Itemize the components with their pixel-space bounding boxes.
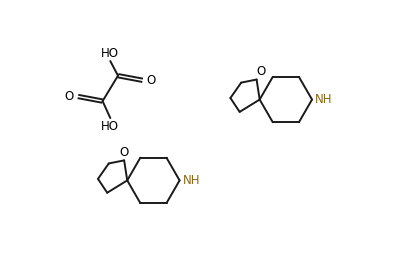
Text: O: O: [65, 90, 74, 103]
Text: NH: NH: [183, 174, 200, 187]
Text: NH: NH: [315, 93, 333, 106]
Text: O: O: [119, 146, 129, 159]
Text: O: O: [147, 74, 156, 87]
Text: HO: HO: [101, 47, 119, 60]
Text: O: O: [256, 65, 266, 78]
Text: HO: HO: [101, 120, 119, 132]
